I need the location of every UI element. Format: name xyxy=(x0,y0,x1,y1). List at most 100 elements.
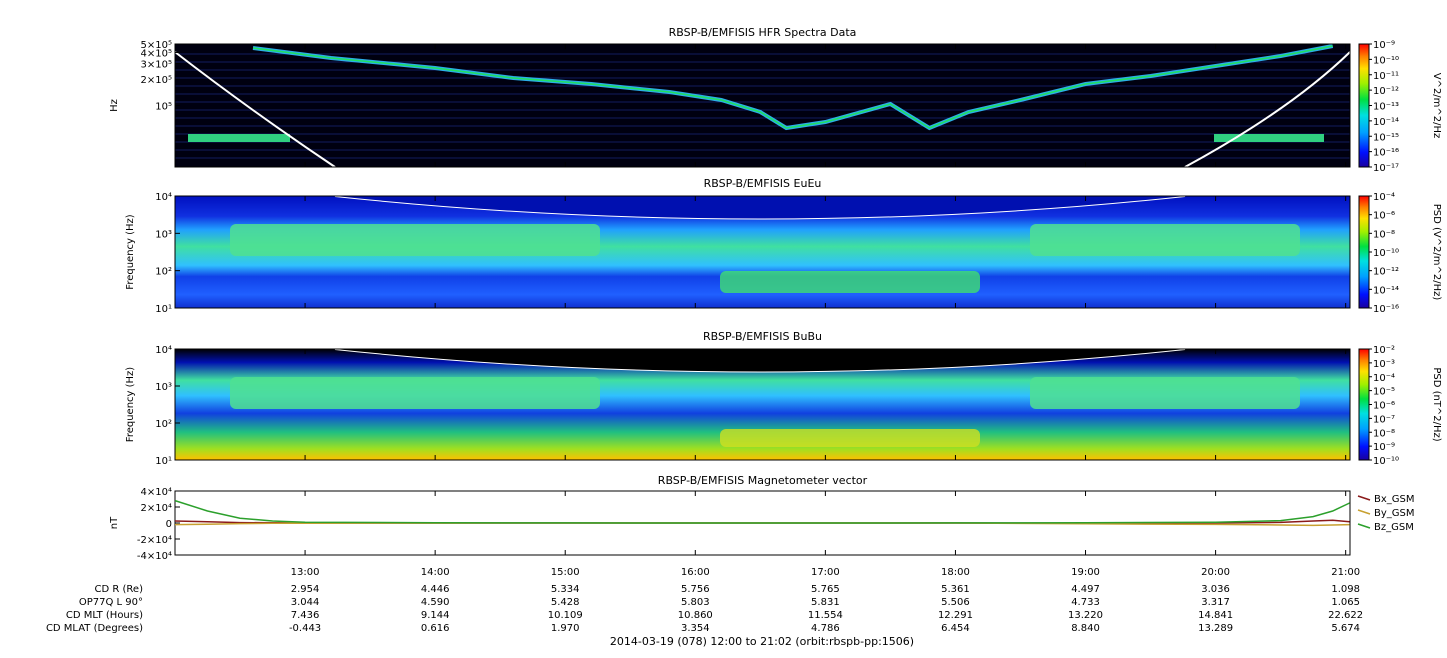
ephemeris-value: 5.831 xyxy=(811,597,840,608)
density-trace-core xyxy=(252,45,1333,129)
x-tick-label: 19:00 xyxy=(1071,567,1100,578)
colorbar-tick-label: 10⁻¹⁴ xyxy=(1373,285,1399,296)
colorbar-tick-label: 10⁻³ xyxy=(1373,359,1395,370)
ephemeris-value: 5.803 xyxy=(681,597,710,608)
colorbar-tick-label: 10⁻¹² xyxy=(1373,86,1399,97)
y-tick-label: 10² xyxy=(155,419,172,430)
y-axis-label: Frequency (Hz) xyxy=(125,214,136,290)
ephemeris-value: 0.616 xyxy=(421,623,450,634)
colorbar-tick-label: 10⁻⁵ xyxy=(1373,387,1395,398)
colorbar-tick-label: 10⁻⁴ xyxy=(1373,192,1395,203)
chorus-band-left xyxy=(230,377,600,409)
x-tick-label: 13:00 xyxy=(291,567,320,578)
y-axis-label: Frequency (Hz) xyxy=(125,367,136,443)
ephemeris-value: 4.786 xyxy=(811,623,840,634)
y-tick-label: -4×10⁴ xyxy=(137,551,172,562)
legend-swatch xyxy=(1357,495,1371,501)
ephemeris-value: 11.554 xyxy=(808,610,843,621)
y-tick-label: 10¹ xyxy=(155,304,172,315)
ephemeris-row-label: CD MLT (Hours) xyxy=(66,610,143,621)
ephemeris-value: 5.674 xyxy=(1331,623,1360,634)
ephemeris-value: 9.144 xyxy=(421,610,450,621)
colorbar xyxy=(1358,348,1370,461)
legend-entry: Bz_GSM xyxy=(1374,522,1414,533)
x-tick-label: 21:00 xyxy=(1331,567,1360,578)
hiss-band xyxy=(720,429,980,447)
ephemeris-value: 3.036 xyxy=(1201,584,1230,595)
colorbar-tick-label: 10⁻¹⁷ xyxy=(1373,163,1399,174)
y-tick-label: 10³ xyxy=(155,382,172,393)
colorbar-tick-label: 10⁻¹⁰ xyxy=(1373,456,1399,467)
chorus-band-right xyxy=(1030,224,1300,256)
ephemeris-value: 5.428 xyxy=(551,597,580,608)
legend-swatch xyxy=(1357,509,1371,515)
legend-swatch xyxy=(1357,523,1371,529)
ephemeris-value: 12.291 xyxy=(938,610,973,621)
ephemeris-value: 5.361 xyxy=(941,584,970,595)
y-tick-label: 10¹ xyxy=(155,456,172,467)
y-tick-label: 10⁵ xyxy=(155,102,172,113)
colorbar-tick-label: 10⁻⁸ xyxy=(1373,428,1395,439)
colorbar-tick-label: 10⁻⁶ xyxy=(1373,401,1395,412)
y-axis-label: Hz xyxy=(109,99,120,112)
x-tick-label: 17:00 xyxy=(811,567,840,578)
ephemeris-value: 13.220 xyxy=(1068,610,1103,621)
ephemeris-value: 8.840 xyxy=(1071,623,1100,634)
ephemeris-row-label: OP77Q L 90° xyxy=(79,597,143,608)
hiss-band xyxy=(720,271,980,293)
ephemeris-value: 4.590 xyxy=(421,597,450,608)
y-tick-label: 2×10⁵ xyxy=(141,75,172,86)
colorbar xyxy=(1358,43,1370,168)
ephemeris-value: 3.044 xyxy=(291,597,320,608)
ephemeris-value: 1.098 xyxy=(1331,584,1360,595)
panel-title: RBSP-B/EMFISIS HFR Spectra Data xyxy=(669,26,857,39)
colorbar-tick-label: 10⁻¹⁵ xyxy=(1373,132,1399,143)
ephemeris-value: 1.970 xyxy=(551,623,580,634)
ephemeris-value: 6.454 xyxy=(941,623,970,634)
ephemeris-row-label: CD R (Re) xyxy=(95,584,144,595)
colorbar-tick-label: 10⁻⁹ xyxy=(1373,40,1395,51)
ephemeris-value: 7.436 xyxy=(291,610,320,621)
ephemeris-value: 3.354 xyxy=(681,623,710,634)
colorbar-tick-label: 10⁻¹⁰ xyxy=(1373,248,1399,259)
colorbar-tick-label: 10⁻¹³ xyxy=(1373,102,1399,113)
colorbar-tick-label: 10⁻⁶ xyxy=(1373,211,1395,222)
y-tick-label: -2×10⁴ xyxy=(137,535,172,546)
y-tick-label: 4×10⁵ xyxy=(141,49,172,60)
y-tick-label: 10³ xyxy=(155,229,172,240)
panel-frame xyxy=(174,348,1351,461)
colorbar-tick-label: 10⁻² xyxy=(1373,345,1395,356)
colorbar-tick-label: 10⁻¹⁶ xyxy=(1373,304,1399,315)
chorus-band-right xyxy=(1030,377,1300,409)
colorbar-tick-label: 10⁻⁷ xyxy=(1373,414,1395,425)
y-tick-label: 2×10⁴ xyxy=(141,503,172,514)
panel-title: RBSP-B/EMFISIS Magnetometer vector xyxy=(658,474,868,487)
emission-band-right xyxy=(1214,134,1324,142)
ephemeris-value: 1.065 xyxy=(1331,597,1360,608)
ephemeris-value: 5.334 xyxy=(551,584,580,595)
y-tick-label: 4×10⁴ xyxy=(141,487,172,498)
y-tick-label: 0 xyxy=(166,519,172,530)
ephemeris-value: 5.756 xyxy=(681,584,710,595)
colorbar-label: PSD (nT^2/Hz) xyxy=(1431,367,1442,441)
panel-title: RBSP-B/EMFISIS BuBu xyxy=(703,330,822,343)
x-tick-label: 18:00 xyxy=(941,567,970,578)
x-tick-label: 16:00 xyxy=(681,567,710,578)
spectrogram-image xyxy=(175,44,1350,167)
ephemeris-value: 14.841 xyxy=(1198,610,1233,621)
colorbar-tick-label: 10⁻⁴ xyxy=(1373,373,1395,384)
x-tick-label: 14:00 xyxy=(421,567,450,578)
panel-frame xyxy=(174,195,1351,309)
colorbar-tick-label: 10⁻¹¹ xyxy=(1373,71,1399,82)
chorus-band-left xyxy=(230,224,600,256)
colorbar-tick-label: 10⁻¹⁰ xyxy=(1373,55,1399,66)
ephemeris-row-label: CD MLAT (Degrees) xyxy=(46,623,143,634)
ephemeris-value: 5.765 xyxy=(811,584,840,595)
y-tick-label: 10⁴ xyxy=(155,345,172,356)
footer-text: 2014-03-19 (078) 12:00 to 21:02 (orbit:r… xyxy=(610,635,914,648)
ephemeris-value: 22.622 xyxy=(1328,610,1363,621)
colorbar xyxy=(1358,195,1370,309)
y-tick-label: 5×10⁵ xyxy=(141,40,172,51)
ephemeris-value: 4.733 xyxy=(1071,597,1100,608)
